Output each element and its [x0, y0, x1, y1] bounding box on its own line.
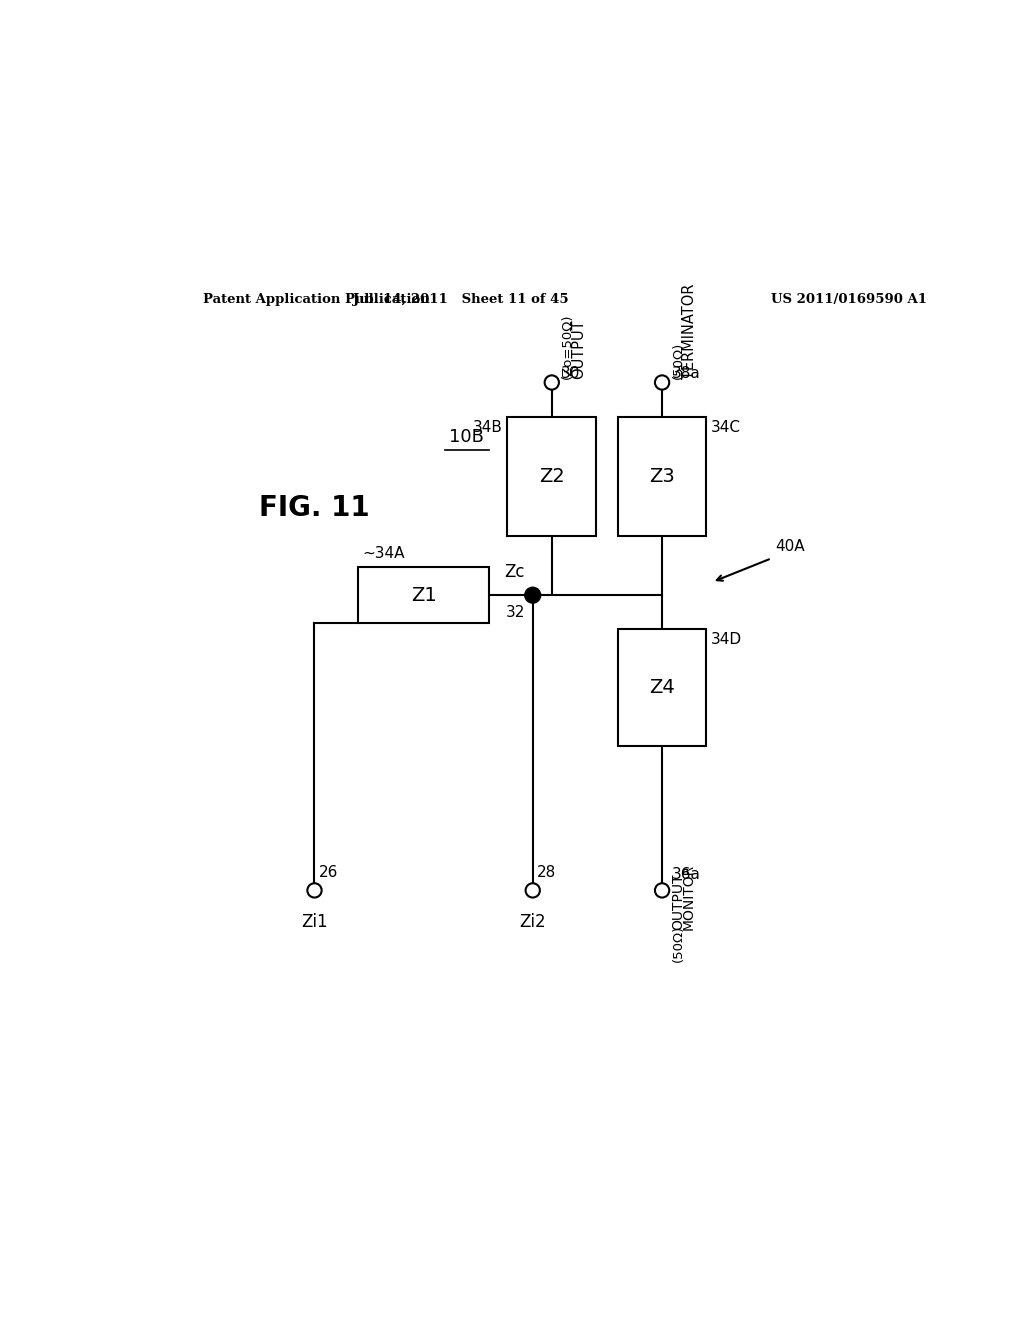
Circle shape — [525, 587, 541, 603]
Text: 32: 32 — [506, 605, 524, 619]
Text: ~34A: ~34A — [362, 546, 404, 561]
Bar — [618, 628, 706, 746]
Text: US 2011/0169590 A1: US 2011/0169590 A1 — [771, 293, 927, 306]
Text: Patent Application Publication: Patent Application Publication — [204, 293, 430, 306]
Bar — [618, 417, 706, 536]
Text: 10B: 10B — [450, 428, 484, 446]
Bar — [358, 568, 489, 623]
Text: 34C: 34C — [711, 420, 740, 434]
Text: 34B: 34B — [473, 420, 503, 434]
Text: 28: 28 — [537, 865, 556, 880]
Text: OUTPUT: OUTPUT — [571, 319, 587, 379]
Text: 38a: 38a — [672, 366, 700, 381]
Text: Z3: Z3 — [649, 467, 675, 486]
Text: Zi1: Zi1 — [301, 912, 328, 931]
Text: Z4: Z4 — [649, 677, 675, 697]
Text: Z2: Z2 — [539, 467, 564, 486]
Text: 34D: 34D — [711, 632, 741, 647]
Text: (50Ω): (50Ω) — [672, 342, 685, 379]
Text: TERMINATOR: TERMINATOR — [682, 282, 697, 379]
Text: 40A: 40A — [775, 540, 805, 554]
Text: Jul. 14, 2011   Sheet 11 of 45: Jul. 14, 2011 Sheet 11 of 45 — [353, 293, 569, 306]
Text: 30: 30 — [561, 366, 581, 381]
Text: OUTPUT: OUTPUT — [672, 874, 686, 931]
Text: 26: 26 — [318, 865, 338, 880]
Bar — [507, 417, 596, 536]
Text: MONITOR: MONITOR — [682, 863, 696, 931]
Text: (Zo=50Ω): (Zo=50Ω) — [561, 313, 574, 379]
Text: Z1: Z1 — [411, 586, 436, 605]
Text: 36a: 36a — [672, 867, 700, 883]
Text: FIG. 11: FIG. 11 — [259, 494, 370, 521]
Text: Zi2: Zi2 — [519, 912, 546, 931]
Text: Zc: Zc — [504, 562, 524, 581]
Text: (50Ω): (50Ω) — [672, 924, 685, 962]
